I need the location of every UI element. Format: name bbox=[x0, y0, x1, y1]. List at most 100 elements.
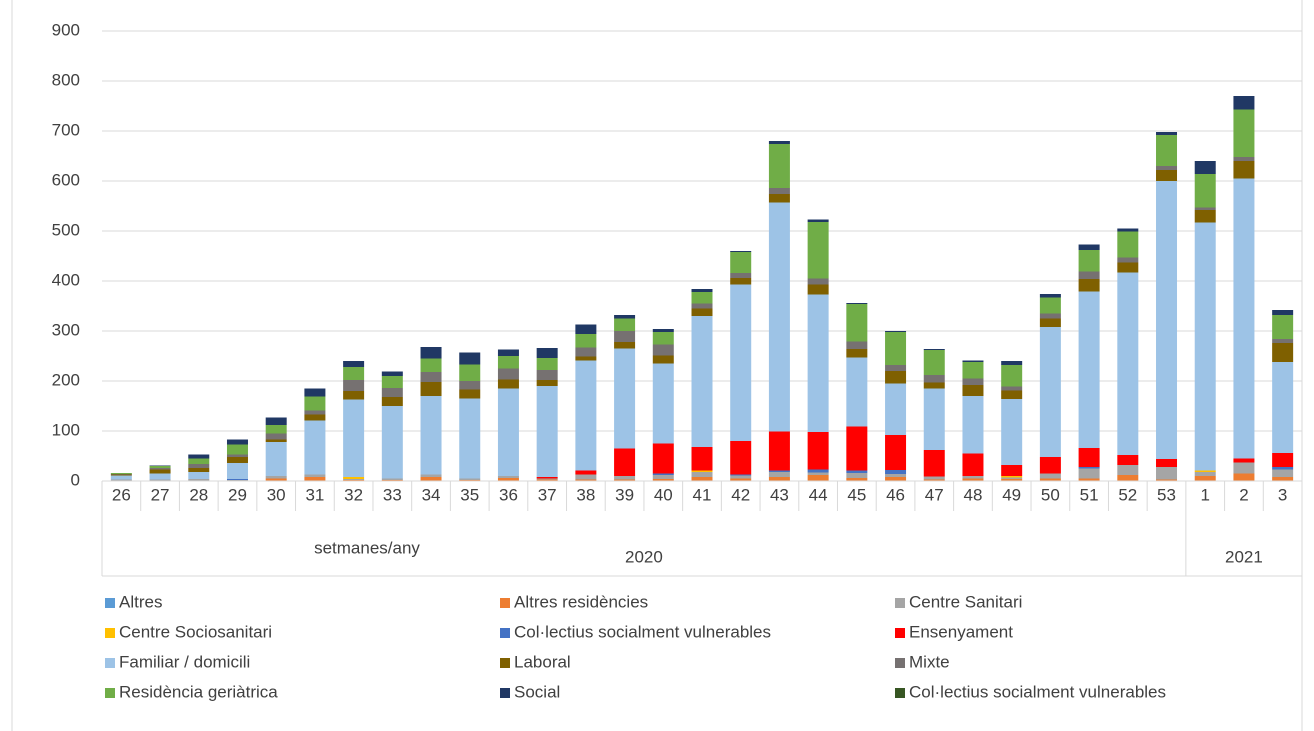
x-tick-label: 33 bbox=[383, 485, 402, 504]
bar-segment bbox=[846, 349, 868, 358]
bar-segment bbox=[807, 432, 829, 470]
bar-segment bbox=[807, 222, 829, 279]
y-tick-label: 300 bbox=[52, 320, 80, 339]
bar-segment bbox=[459, 389, 481, 399]
bar-segment bbox=[343, 399, 365, 477]
bar-segment bbox=[652, 355, 674, 364]
bar-segment bbox=[962, 476, 984, 479]
bar-segment bbox=[1194, 476, 1216, 481]
bar-segment bbox=[536, 386, 558, 477]
x-axis-title: setmanes/any bbox=[314, 538, 420, 557]
bar-segment bbox=[691, 292, 713, 304]
bar-segment bbox=[1039, 313, 1061, 319]
bar-segment bbox=[343, 391, 365, 400]
bar-segment bbox=[110, 474, 132, 475]
bar-segment bbox=[110, 474, 132, 476]
bar-segment bbox=[497, 349, 519, 356]
bar-segment bbox=[536, 358, 558, 370]
legend-label: Altres residències bbox=[514, 592, 648, 611]
bar-segment bbox=[304, 396, 326, 411]
bar-segment bbox=[1078, 468, 1100, 479]
y-tick-label: 900 bbox=[52, 20, 80, 39]
bar-segment bbox=[265, 442, 287, 476]
bar-segment bbox=[381, 406, 403, 479]
bar-segment bbox=[265, 476, 287, 479]
bar-segment bbox=[381, 371, 403, 376]
bar-segment bbox=[1156, 132, 1178, 135]
bar-segment bbox=[923, 349, 945, 350]
bar-segment bbox=[1194, 207, 1216, 210]
bar-segment bbox=[420, 358, 442, 372]
bar-segment bbox=[1272, 467, 1294, 470]
bar-segment bbox=[1156, 467, 1178, 480]
bar-segment bbox=[1078, 448, 1100, 467]
bar-segment bbox=[1156, 170, 1178, 181]
bar-segment bbox=[188, 458, 210, 464]
bar-segment bbox=[1078, 244, 1100, 250]
bar-segment bbox=[1078, 271, 1100, 279]
bar-segment bbox=[730, 475, 752, 479]
bar-segment bbox=[575, 347, 597, 357]
bar-segment bbox=[497, 368, 519, 380]
bar-segment bbox=[885, 332, 907, 365]
bar-segment bbox=[691, 316, 713, 447]
bar-segment bbox=[381, 376, 403, 388]
bar-segment bbox=[691, 470, 713, 472]
y-tick-label: 200 bbox=[52, 370, 80, 389]
bar-segment bbox=[575, 324, 597, 334]
bar-segment bbox=[188, 454, 210, 459]
bar-segment bbox=[343, 477, 365, 479]
bar-segment bbox=[459, 381, 481, 390]
bar-segment bbox=[575, 356, 597, 361]
y-tick-label: 600 bbox=[52, 170, 80, 189]
bar-segment bbox=[730, 284, 752, 441]
legend-label: Social bbox=[514, 682, 560, 701]
bar-segment bbox=[575, 334, 597, 348]
legend-swatch bbox=[895, 598, 905, 608]
bar-segment bbox=[497, 379, 519, 389]
x-tick-label: 49 bbox=[1002, 485, 1021, 504]
bar-segment bbox=[497, 478, 519, 481]
bar-segment bbox=[730, 474, 752, 476]
legend-label: Altres bbox=[119, 592, 162, 611]
bar-segment bbox=[614, 448, 636, 476]
bar-segment bbox=[420, 372, 442, 382]
legend-swatch bbox=[500, 628, 510, 638]
y-tick-label: 500 bbox=[52, 220, 80, 239]
bar-segment bbox=[381, 397, 403, 406]
bar-segment bbox=[885, 331, 907, 332]
bar-segment bbox=[652, 443, 674, 474]
bar-segment bbox=[691, 447, 713, 471]
bar-segment bbox=[1001, 476, 1023, 478]
bar-segment bbox=[1001, 386, 1023, 391]
legend-label: Col·lectius socialment vulnerables bbox=[909, 682, 1166, 701]
bar-segment bbox=[1156, 135, 1178, 166]
legend-swatch bbox=[500, 688, 510, 698]
bar-segment bbox=[188, 468, 210, 472]
bar-segment bbox=[730, 478, 752, 481]
bar-segment bbox=[1272, 339, 1294, 343]
bar-segment bbox=[768, 202, 790, 432]
bar-segment bbox=[149, 465, 171, 466]
bar-segment bbox=[614, 315, 636, 319]
legend-swatch bbox=[895, 628, 905, 638]
bar-segment bbox=[265, 425, 287, 434]
bar-segment bbox=[807, 469, 829, 473]
bar-segment bbox=[575, 360, 597, 471]
bar-segment bbox=[1156, 459, 1178, 467]
bar-segment bbox=[885, 383, 907, 435]
bar-segment bbox=[188, 479, 210, 481]
bar-segment bbox=[652, 332, 674, 345]
bar-segment bbox=[575, 479, 597, 481]
bar-segment bbox=[1156, 166, 1178, 170]
bar-segment bbox=[536, 348, 558, 358]
bar-segment bbox=[923, 382, 945, 389]
bar-segment bbox=[575, 470, 597, 475]
x-tick-label: 47 bbox=[925, 485, 944, 504]
x-tick-label: 28 bbox=[189, 485, 208, 504]
bar-segment bbox=[652, 363, 674, 444]
bar-segment bbox=[265, 439, 287, 442]
bar-segment bbox=[226, 479, 248, 480]
bar-segment bbox=[459, 398, 481, 479]
